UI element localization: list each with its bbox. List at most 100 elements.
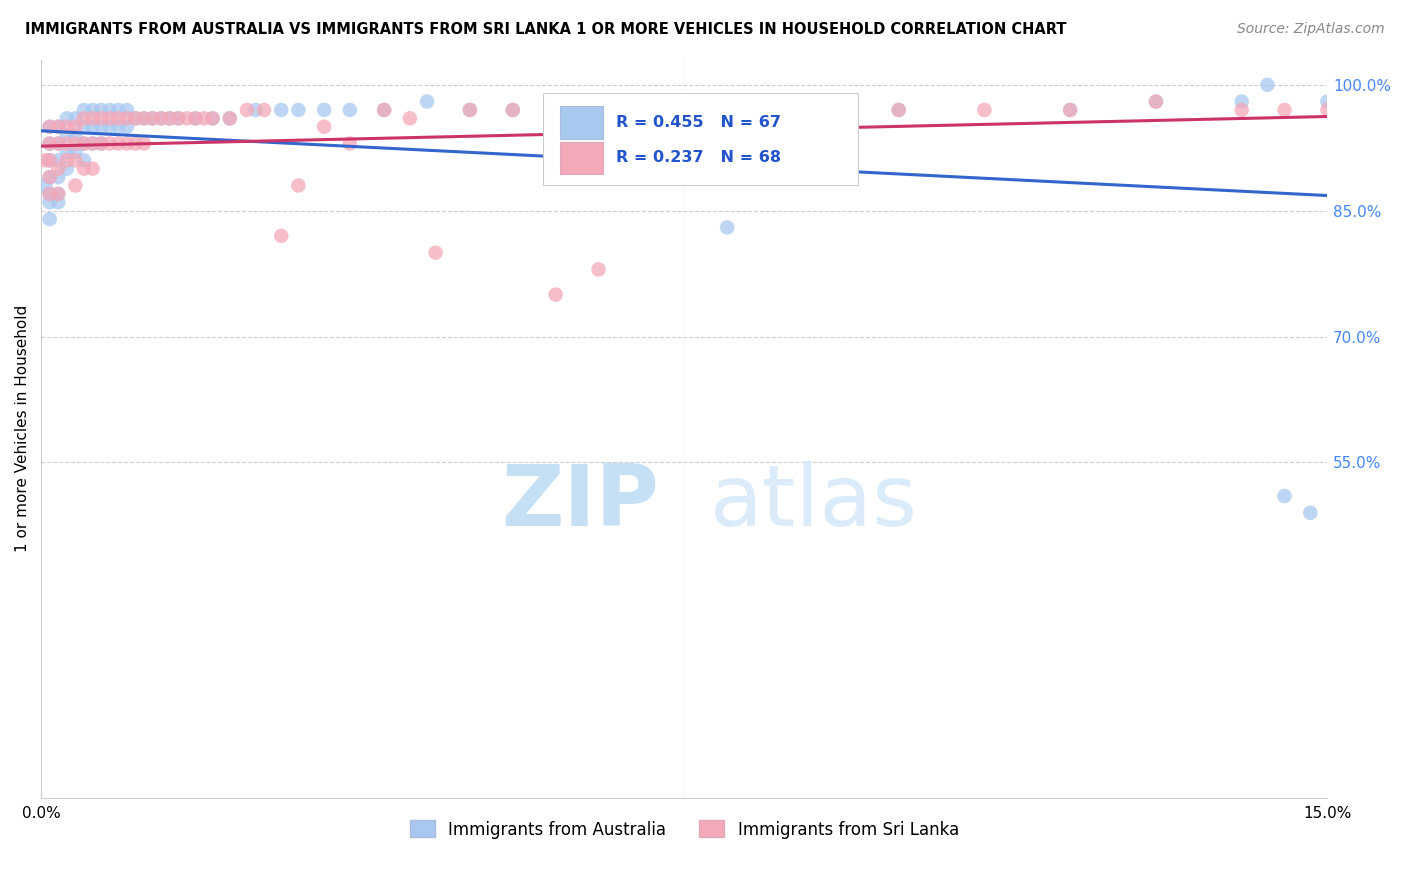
Point [150, 112, 173, 126]
Text: IMMIGRANTS FROM AUSTRALIA VS IMMIGRANTS FROM SRI LANKA 1 OR MORE VEHICLES IN HOU: IMMIGRANTS FROM AUSTRALIA VS IMMIGRANTS … [25, 22, 1067, 37]
Legend: Immigrants from Australia, Immigrants from Sri Lanka: Immigrants from Australia, Immigrants fr… [404, 814, 966, 846]
Point [46, 195, 69, 210]
Point [201, 112, 224, 126]
Point [90, 120, 112, 134]
Point [270, 103, 292, 117]
Point [287, 178, 309, 193]
Point [630, 112, 652, 126]
Point [159, 112, 181, 126]
Point [82, 120, 104, 134]
Point [46, 186, 69, 201]
Point [167, 112, 190, 126]
Point [34, 178, 56, 193]
Point [801, 103, 824, 117]
Point [90, 112, 112, 126]
Point [46, 161, 69, 176]
Point [65, 178, 87, 193]
Y-axis label: 1 or more Vehicles in Household: 1 or more Vehicles in Household [15, 305, 30, 552]
Point [38, 170, 60, 185]
Point [90, 136, 112, 151]
Text: R = 0.237   N = 68: R = 0.237 N = 68 [616, 151, 782, 165]
Point [673, 103, 696, 117]
Point [56, 161, 79, 176]
Point [107, 120, 129, 134]
Point [314, 120, 336, 134]
Point [544, 112, 567, 126]
Point [973, 103, 995, 117]
Point [716, 103, 738, 117]
Point [82, 136, 104, 151]
Point [184, 112, 207, 126]
Point [38, 153, 60, 168]
Point [107, 136, 129, 151]
Point [56, 145, 79, 159]
Point [1059, 103, 1081, 117]
Point [115, 103, 138, 117]
Point [90, 103, 112, 117]
Point [56, 120, 79, 134]
Point [82, 112, 104, 126]
Point [502, 103, 524, 117]
Point [142, 112, 165, 126]
Point [588, 262, 610, 277]
Point [124, 112, 146, 126]
Point [416, 95, 439, 109]
Point [287, 103, 309, 117]
Point [38, 195, 60, 210]
Point [38, 186, 60, 201]
FancyBboxPatch shape [560, 106, 603, 138]
Point [46, 136, 69, 151]
Point [124, 136, 146, 151]
Point [56, 128, 79, 142]
Point [201, 112, 224, 126]
Point [236, 103, 259, 117]
Text: ZIP: ZIP [501, 461, 658, 544]
Point [1316, 103, 1339, 117]
Point [176, 112, 198, 126]
Point [544, 287, 567, 301]
Point [270, 228, 292, 243]
Point [98, 120, 121, 134]
Point [107, 112, 129, 126]
Point [56, 136, 79, 151]
Point [218, 112, 240, 126]
Point [38, 136, 60, 151]
Point [801, 103, 824, 117]
Point [1316, 95, 1339, 109]
Point [65, 145, 87, 159]
FancyBboxPatch shape [543, 93, 858, 186]
Point [73, 153, 96, 168]
Point [38, 136, 60, 151]
Point [82, 161, 104, 176]
Point [245, 103, 267, 117]
Point [46, 186, 69, 201]
Point [887, 103, 910, 117]
Point [82, 136, 104, 151]
Point [56, 153, 79, 168]
Point [124, 112, 146, 126]
Point [1299, 506, 1322, 520]
Point [193, 112, 215, 126]
Point [458, 103, 481, 117]
Point [314, 103, 336, 117]
Point [98, 136, 121, 151]
Point [38, 153, 60, 168]
Point [339, 136, 361, 151]
Point [339, 103, 361, 117]
Point [98, 112, 121, 126]
Point [142, 112, 165, 126]
Point [73, 103, 96, 117]
Point [150, 112, 173, 126]
Point [184, 112, 207, 126]
Point [425, 245, 447, 260]
Point [159, 112, 181, 126]
Point [65, 120, 87, 134]
Point [253, 103, 276, 117]
Point [887, 103, 910, 117]
Point [46, 120, 69, 134]
Point [73, 161, 96, 176]
Point [458, 103, 481, 117]
Point [399, 112, 422, 126]
Point [46, 120, 69, 134]
Point [115, 112, 138, 126]
